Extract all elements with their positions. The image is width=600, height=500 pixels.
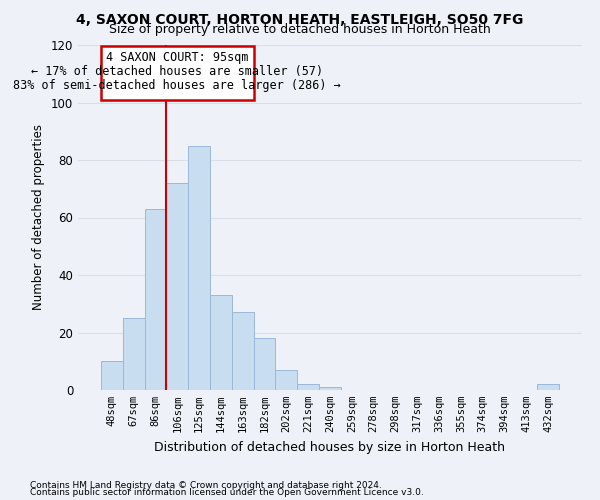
Bar [101,46,254,100]
Bar [275,370,297,390]
Text: 4 SAXON COURT: 95sqm: 4 SAXON COURT: 95sqm [106,51,248,64]
Bar [319,387,341,390]
Bar [145,209,166,390]
Text: Size of property relative to detached houses in Horton Heath: Size of property relative to detached ho… [109,22,491,36]
Bar [210,295,232,390]
Bar [297,384,319,390]
Bar [166,183,188,390]
X-axis label: Distribution of detached houses by size in Horton Heath: Distribution of detached houses by size … [155,440,505,454]
Text: 83% of semi-detached houses are larger (286) →: 83% of semi-detached houses are larger (… [13,80,341,92]
Bar [123,318,145,390]
Text: Contains public sector information licensed under the Open Government Licence v3: Contains public sector information licen… [30,488,424,497]
Bar [254,338,275,390]
Bar [232,312,254,390]
Bar [537,384,559,390]
Bar [101,361,123,390]
Text: 4, SAXON COURT, HORTON HEATH, EASTLEIGH, SO50 7FG: 4, SAXON COURT, HORTON HEATH, EASTLEIGH,… [76,12,524,26]
Bar [188,146,210,390]
Text: ← 17% of detached houses are smaller (57): ← 17% of detached houses are smaller (57… [31,65,323,78]
Y-axis label: Number of detached properties: Number of detached properties [32,124,45,310]
Text: Contains HM Land Registry data © Crown copyright and database right 2024.: Contains HM Land Registry data © Crown c… [30,480,382,490]
